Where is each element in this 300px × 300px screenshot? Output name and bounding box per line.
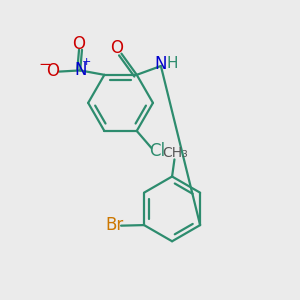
Text: Br: Br [106,216,124,234]
Text: O: O [110,39,123,57]
Text: N: N [154,55,167,73]
Text: H: H [167,56,178,71]
Text: Cl: Cl [149,142,165,160]
Text: CH₃: CH₃ [163,146,188,160]
Text: −: − [38,57,51,72]
Text: O: O [72,35,85,53]
Text: +: + [81,57,91,67]
Text: O: O [46,62,59,80]
Text: N: N [74,61,86,80]
